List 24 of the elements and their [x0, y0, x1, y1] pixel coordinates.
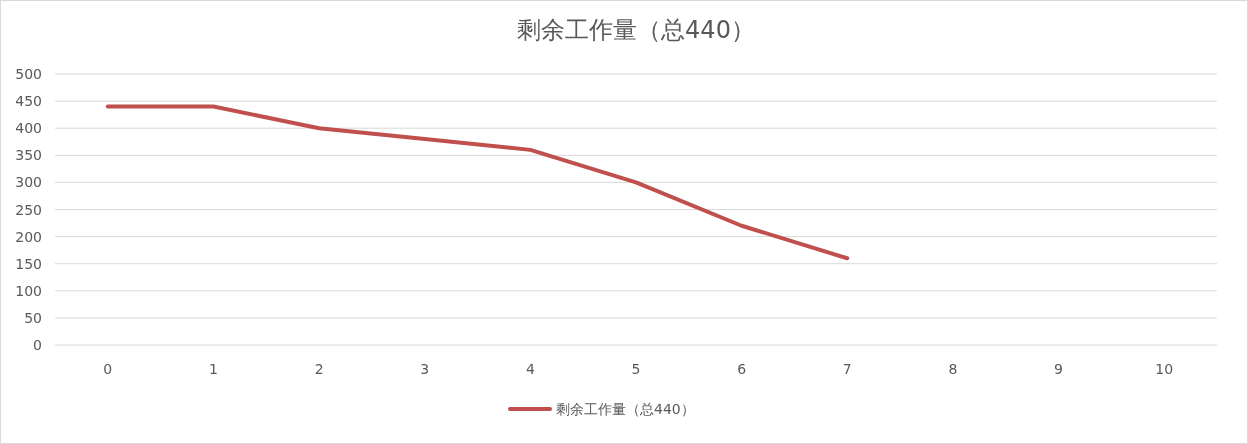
y-tick-label: 300 — [15, 174, 42, 191]
y-tick-label: 250 — [15, 201, 42, 218]
y-tick-label: 200 — [15, 228, 42, 245]
legend-剩余工作量（总440）: 剩余工作量（总440） — [556, 401, 695, 417]
y-tick-label: 350 — [15, 147, 42, 164]
x-tick-label: 0 — [103, 361, 113, 377]
y-tick-label: 100 — [15, 282, 42, 299]
x-tick-label: 6 — [737, 361, 747, 377]
x-tick-label: 2 — [314, 361, 324, 377]
y-tick-label: 450 — [15, 93, 42, 110]
x-tick-label: 3 — [420, 361, 430, 377]
y-tick-label: 0 — [33, 337, 42, 353]
x-tick-label: 5 — [631, 361, 641, 377]
y-tick-label: 150 — [15, 255, 42, 272]
x-tick-label: 9 — [1054, 361, 1064, 377]
x-tick-label: 8 — [948, 361, 958, 377]
x-tick-label: 1 — [208, 361, 218, 377]
title: 剩余工作量（总440） — [517, 16, 755, 44]
x-tick-label: 4 — [525, 361, 535, 377]
x-tick-label: 7 — [842, 361, 852, 377]
y-tick-label: 500 — [15, 66, 42, 82]
y-tick-label: 400 — [15, 120, 42, 137]
y-tick-label: 50 — [24, 309, 42, 326]
x-tick-label: 10 — [1155, 361, 1174, 377]
